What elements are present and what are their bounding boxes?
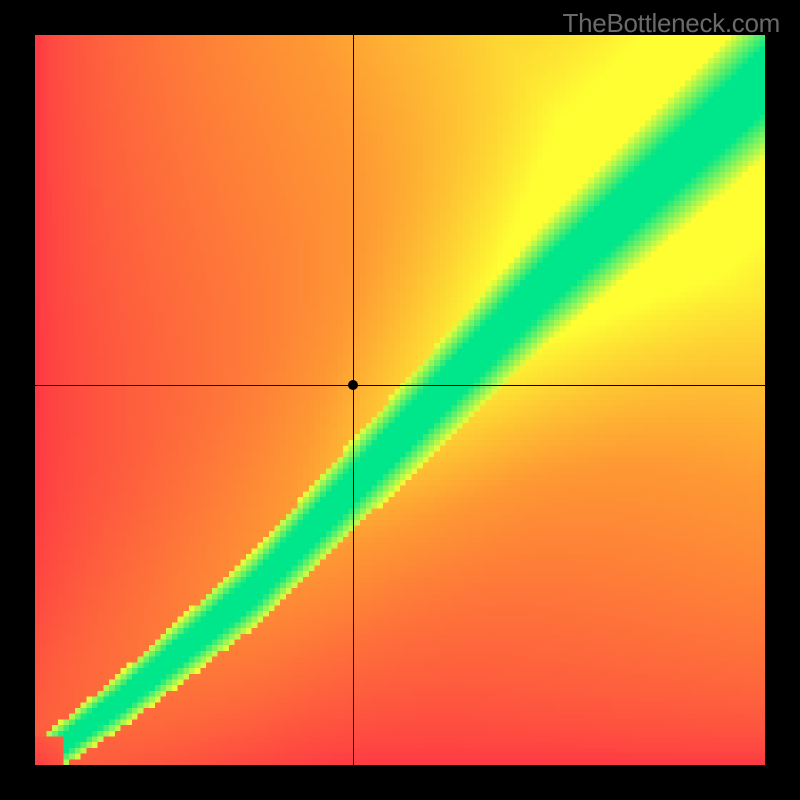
crosshair-horizontal	[35, 385, 765, 386]
crosshair-vertical	[353, 35, 354, 765]
watermark-text: TheBottleneck.com	[563, 8, 780, 39]
crosshair-marker	[348, 380, 358, 390]
heatmap-canvas	[35, 35, 765, 765]
heatmap-plot-area	[35, 35, 765, 765]
chart-container: TheBottleneck.com	[0, 0, 800, 800]
